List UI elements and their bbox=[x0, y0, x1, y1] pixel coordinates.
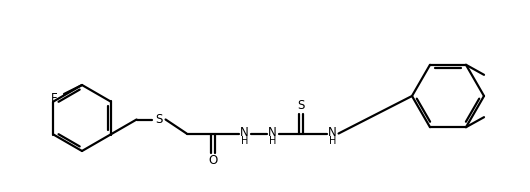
Text: S: S bbox=[155, 113, 162, 126]
Text: N: N bbox=[328, 126, 337, 139]
Text: N: N bbox=[268, 126, 277, 139]
Text: F: F bbox=[51, 93, 57, 105]
Text: N: N bbox=[240, 126, 249, 139]
Text: H: H bbox=[329, 137, 336, 146]
Text: H: H bbox=[269, 137, 276, 146]
Text: O: O bbox=[208, 154, 217, 167]
Text: S: S bbox=[297, 99, 304, 112]
Text: H: H bbox=[241, 137, 248, 146]
